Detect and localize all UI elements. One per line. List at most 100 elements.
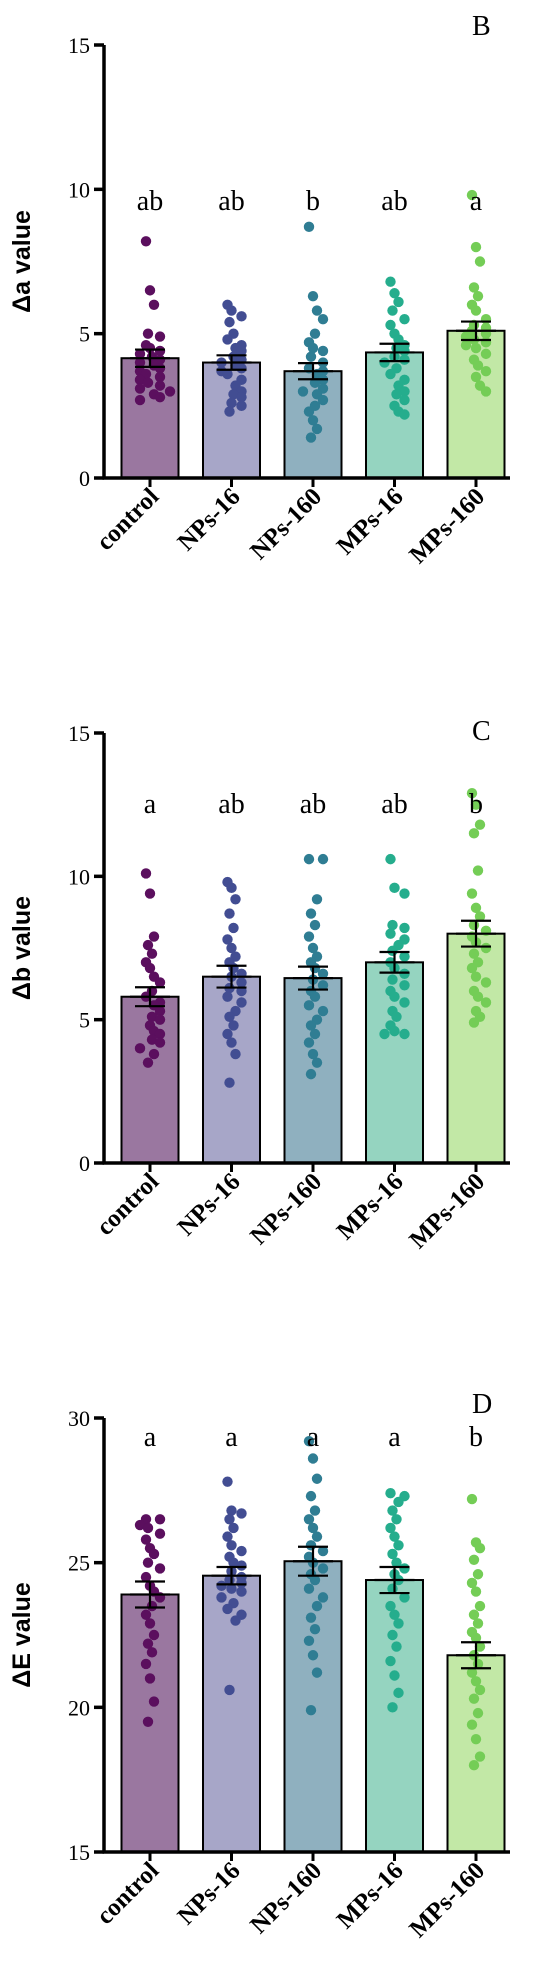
data-point (468, 1554, 480, 1565)
data-point (474, 1751, 486, 1762)
data-point (222, 934, 233, 945)
data-point (468, 1609, 480, 1620)
data-point (480, 942, 492, 954)
data-point (399, 980, 410, 991)
data-point (474, 819, 486, 830)
data-point (389, 991, 400, 1002)
data-point (303, 406, 315, 417)
data-point (474, 1600, 486, 1612)
data-point (399, 394, 410, 406)
data-point (399, 1028, 410, 1040)
data-point (317, 853, 329, 865)
data-point (466, 189, 478, 201)
data-point (228, 922, 239, 934)
data-point (309, 991, 321, 1002)
data-point (472, 1707, 484, 1719)
category-label-NPs-160: NPs-160 (245, 483, 327, 565)
data-point (226, 1540, 237, 1551)
data-point (305, 1612, 317, 1623)
data-point (470, 1676, 482, 1687)
data-point (224, 1514, 235, 1525)
data-point (399, 968, 410, 979)
category-label-NPs-160: NPs-160 (245, 1168, 327, 1250)
data-point (474, 1543, 486, 1554)
data-point (480, 348, 492, 360)
significance-label-MPs-160: b (469, 1422, 483, 1453)
points-NPs-16 (222, 876, 247, 1088)
data-point (309, 1624, 321, 1635)
data-point (311, 1473, 323, 1484)
data-point (399, 314, 410, 325)
data-point (303, 1635, 315, 1646)
data-point (399, 951, 410, 962)
data-point (142, 1638, 154, 1649)
data-point (303, 1000, 315, 1011)
data-point (228, 1522, 239, 1534)
data-point (154, 345, 166, 357)
data-point (142, 939, 154, 951)
data-point (228, 389, 239, 400)
data-point (140, 236, 152, 247)
data-point (311, 305, 323, 316)
y-tick-label: 10 (68, 177, 90, 202)
data-point (474, 1684, 486, 1696)
significance-label-NPs-16: ab (218, 186, 244, 217)
error-bar-control (130, 1580, 170, 1609)
data-point (134, 1519, 146, 1531)
data-point (389, 1531, 400, 1542)
data-point (472, 290, 484, 302)
data-point (154, 380, 166, 391)
data-point (307, 342, 319, 354)
data-point (385, 368, 396, 380)
data-point (470, 971, 482, 982)
data-point (468, 948, 480, 959)
data-point (311, 1667, 323, 1678)
data-point (472, 991, 484, 1002)
data-point (142, 1557, 154, 1568)
data-point (387, 945, 398, 957)
data-point (230, 894, 241, 905)
data-point (389, 1609, 400, 1620)
data-point (379, 357, 390, 368)
data-point (389, 882, 400, 893)
error-bar-NPs-160 (293, 965, 333, 991)
data-point (226, 1583, 237, 1594)
data-point (236, 997, 247, 1008)
data-point (148, 1548, 160, 1560)
y-axis-title: ΔE value (8, 1582, 36, 1688)
data-point (134, 374, 146, 386)
data-point (389, 288, 400, 299)
data-point (303, 853, 315, 865)
category-label-control: control (91, 483, 164, 556)
data-point (226, 1037, 237, 1048)
data-point (399, 345, 410, 357)
data-point (164, 386, 176, 397)
data-point (472, 1569, 484, 1580)
data-point (385, 1600, 396, 1612)
data-point (140, 1609, 152, 1620)
data-point (144, 342, 156, 354)
points-NPs-160 (303, 1435, 329, 1716)
data-point (391, 1011, 402, 1022)
data-point (399, 888, 410, 899)
data-point (224, 316, 235, 328)
data-point (393, 1496, 404, 1508)
data-point (144, 888, 156, 899)
data-point (305, 1540, 317, 1551)
data-point (474, 911, 486, 922)
data-point (222, 1531, 233, 1542)
data-point (236, 391, 247, 403)
data-point (317, 314, 329, 325)
data-point (303, 1435, 315, 1447)
data-point (226, 942, 237, 954)
data-point (391, 389, 402, 400)
data-point (148, 1629, 160, 1641)
data-point (385, 1655, 396, 1667)
data-point (305, 351, 317, 362)
data-point (474, 256, 486, 267)
data-point (470, 902, 482, 914)
data-point (146, 1600, 158, 1612)
points-control (134, 236, 176, 406)
data-point (144, 962, 156, 974)
error-bar-NPs-160 (293, 362, 333, 381)
